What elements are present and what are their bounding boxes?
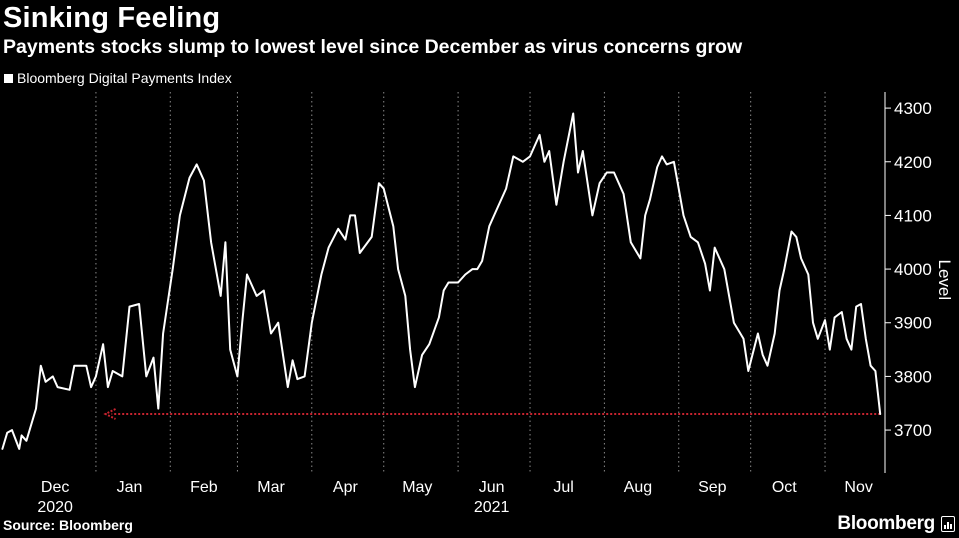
x-tick-label-oct: Oct xyxy=(772,479,797,496)
x-tick-label-jun: Jun xyxy=(479,479,505,496)
x-tick-label-apr: Apr xyxy=(333,479,359,496)
bloomberg-logo: Bloomberg xyxy=(837,513,955,535)
chart-title: Sinking Feeling xyxy=(3,2,221,34)
x-tick-label-nov: Nov xyxy=(844,479,872,496)
chart-subtitle: Payments stocks slump to lowest level si… xyxy=(3,36,743,58)
x-tick-label-aug: Aug xyxy=(624,479,652,496)
series-line-payments-index xyxy=(1,112,882,450)
x-year-label-2021: 2021 xyxy=(474,499,510,516)
y-tick-label-3700: 3700 xyxy=(894,421,932,440)
source-note: Source: Bloomberg xyxy=(3,517,133,533)
y-tick-label-3800: 3800 xyxy=(894,367,932,386)
x-tick-label-jan: Jan xyxy=(117,479,143,496)
x-tick-label-dec: Dec xyxy=(41,479,69,496)
reference-arrowhead xyxy=(103,408,116,420)
brand-name: Bloomberg xyxy=(837,513,935,534)
legend-swatch xyxy=(4,73,13,83)
bar-chart-icon xyxy=(941,516,955,532)
x-year-label-2020: 2020 xyxy=(37,499,73,516)
y-axis-label: Level xyxy=(935,259,954,300)
x-tick-label-jul: Jul xyxy=(553,479,573,496)
y-tick-label-3900: 3900 xyxy=(894,314,932,333)
x-tick-label-sep: Sep xyxy=(698,479,727,496)
x-tick-label-feb: Feb xyxy=(190,479,218,496)
y-tick-label-4200: 4200 xyxy=(894,153,932,172)
y-tick-label-4100: 4100 xyxy=(894,206,932,225)
y-tick-label-4300: 4300 xyxy=(894,99,932,118)
legend: Bloomberg Digital Payments Index xyxy=(4,70,232,86)
x-tick-label-mar: Mar xyxy=(257,479,285,496)
y-tick-label-4000: 4000 xyxy=(894,260,932,279)
legend-label: Bloomberg Digital Payments Index xyxy=(17,70,232,86)
x-tick-label-may: May xyxy=(402,479,432,496)
